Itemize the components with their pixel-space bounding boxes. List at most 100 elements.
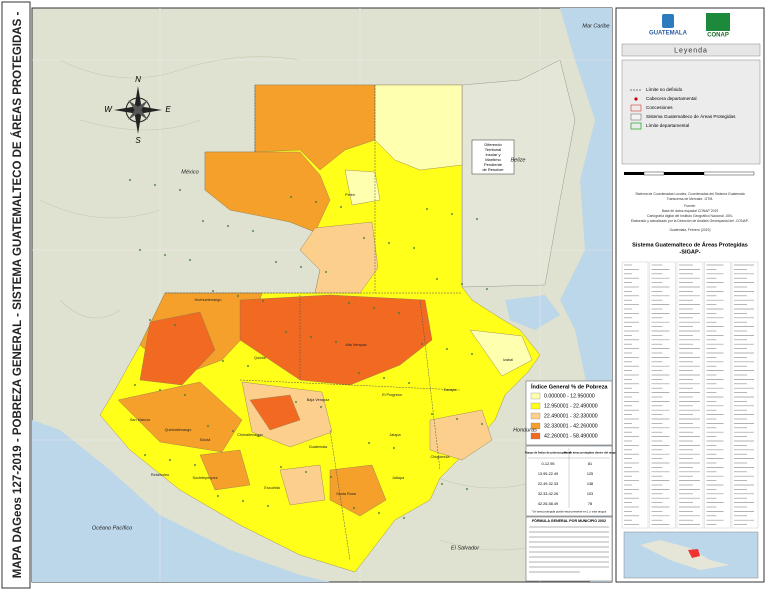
place-label: Huehuetenango: [194, 298, 221, 302]
protected-area: [133, 383, 137, 387]
protected-area: [387, 241, 391, 245]
credit-line: Elaborado y actualizado por la Dirección…: [631, 219, 749, 223]
place-label: Océano Pacífico: [92, 525, 132, 531]
legend-symbol: [634, 97, 638, 101]
protected-area: [412, 246, 416, 250]
legend-header: [621, 43, 761, 57]
protected-area: [334, 340, 338, 344]
place-label: Chiquimula: [431, 455, 451, 459]
place-label: San Marcos: [130, 418, 150, 422]
protected-area: [211, 289, 215, 293]
place-label: Jutiapa: [392, 476, 405, 480]
legend-label: 32.330001 - 42.260000: [544, 423, 598, 429]
protected-area: [420, 342, 424, 346]
protected-area: [362, 236, 366, 240]
legend-label: 12.950001 - 22.490000: [544, 403, 598, 409]
place-label: Santa Rosa: [336, 492, 357, 496]
inset-highlight: [688, 549, 700, 558]
protected-area: [339, 205, 343, 209]
protected-area: [148, 318, 152, 322]
legend-label: 22.490001 - 32.330000: [544, 413, 598, 419]
poverty-legend: 0.000000 - 12.950000 12.950001 - 22.49000…: [530, 392, 598, 439]
credit-line: Cartografía digital del Instituto Geográ…: [647, 214, 733, 218]
legend-swatch: [530, 422, 541, 430]
credit-line: Guatemala, Febrero (2019): [669, 228, 710, 232]
logo-guatemala-text: GUATEMALA: [649, 31, 688, 37]
protected-area: [163, 253, 167, 257]
protected-area: [460, 282, 464, 286]
table-header: No. de áreas protegidas dentro del rango: [564, 451, 617, 455]
list-column: [676, 261, 704, 529]
legend-label: Límite no definido: [646, 87, 683, 92]
inset-land: [640, 540, 730, 570]
protected-area: [153, 183, 157, 187]
protected-area: [357, 371, 361, 375]
protected-area: [309, 335, 313, 339]
protected-area: [231, 429, 235, 433]
protected-area: [352, 506, 356, 510]
protected-area: [324, 270, 328, 274]
poverty-region: [199, 449, 251, 491]
svg-text:S: S: [135, 136, 141, 145]
list-column: [704, 261, 731, 529]
belize: [461, 59, 576, 288]
protected-area: [347, 301, 351, 305]
protected-area: [216, 494, 220, 498]
place-label: Zacapa: [444, 388, 458, 392]
legend-label: Sistema Guatemalteco de Áreas Protegidas: [646, 113, 736, 119]
protected-area: [183, 393, 187, 397]
poverty-region: [249, 394, 301, 431]
credits: Sistema de Coordenadas Locales, Coordena…: [631, 192, 749, 232]
pacific-ocean: [32, 420, 330, 582]
place-label: Mar Caribe: [582, 23, 609, 29]
protected-area: [261, 299, 265, 303]
guatemala: [99, 84, 541, 573]
credit-line: Base de datos espacial CONAP 2019: [662, 209, 719, 213]
poverty-region: [329, 464, 387, 517]
protected-area: [372, 306, 376, 310]
table-cell: 42.26-58.49: [538, 502, 558, 506]
legend: Límite no definido Cabecera departamental…: [630, 87, 736, 130]
legend-label: 42.260001 - 58.490000: [544, 433, 598, 439]
legend-label: Límite departamental: [646, 123, 689, 128]
place-label: México: [181, 169, 198, 175]
protected-area: [382, 376, 386, 380]
protected-area: [440, 482, 444, 486]
table-cell: 22.49-32.33: [538, 482, 558, 486]
protected-area: [329, 475, 333, 479]
credit-line: Transversa de Mercator -GTM-: [667, 197, 714, 201]
protected-area: [450, 212, 454, 216]
protected-area: [402, 516, 406, 520]
protected-area: [168, 458, 172, 462]
place-label: Petén: [345, 193, 355, 197]
protected-area: [465, 487, 469, 491]
sigap-list: [621, 261, 759, 529]
dispute-line: Marítimo: [485, 157, 501, 162]
legend-swatch: [530, 412, 541, 420]
protected-area: [480, 422, 484, 426]
place-label: Belize: [511, 157, 526, 163]
list-column: [649, 261, 676, 529]
protected-area: [236, 294, 240, 298]
table-cell: 138: [587, 482, 593, 486]
title-strip: [1, 1, 31, 589]
logo-conap: CONAP: [706, 13, 730, 39]
poverty-region: [239, 294, 433, 386]
protected-area: [397, 311, 401, 315]
protected-area: [470, 352, 474, 356]
protected-area: [485, 287, 489, 291]
poverty-region: [469, 329, 533, 377]
place-label: Honduras: [513, 427, 537, 433]
protected-area: [377, 511, 381, 515]
credit-line: Sistema de Coordenadas Locales, Coordena…: [635, 192, 744, 196]
legend-label: Cabecera departamental: [646, 96, 697, 101]
sheet-title: MAPA DAGeos 127-2019 - POBREZA GENERAL -…: [11, 12, 24, 579]
legend-symbol: [630, 113, 642, 121]
protected-area: [455, 417, 459, 421]
place-label: Chimaltenango: [237, 433, 263, 437]
table-cell: 0-12.95: [542, 462, 555, 466]
protected-area: [158, 388, 162, 392]
legend-symbol: [630, 104, 642, 112]
